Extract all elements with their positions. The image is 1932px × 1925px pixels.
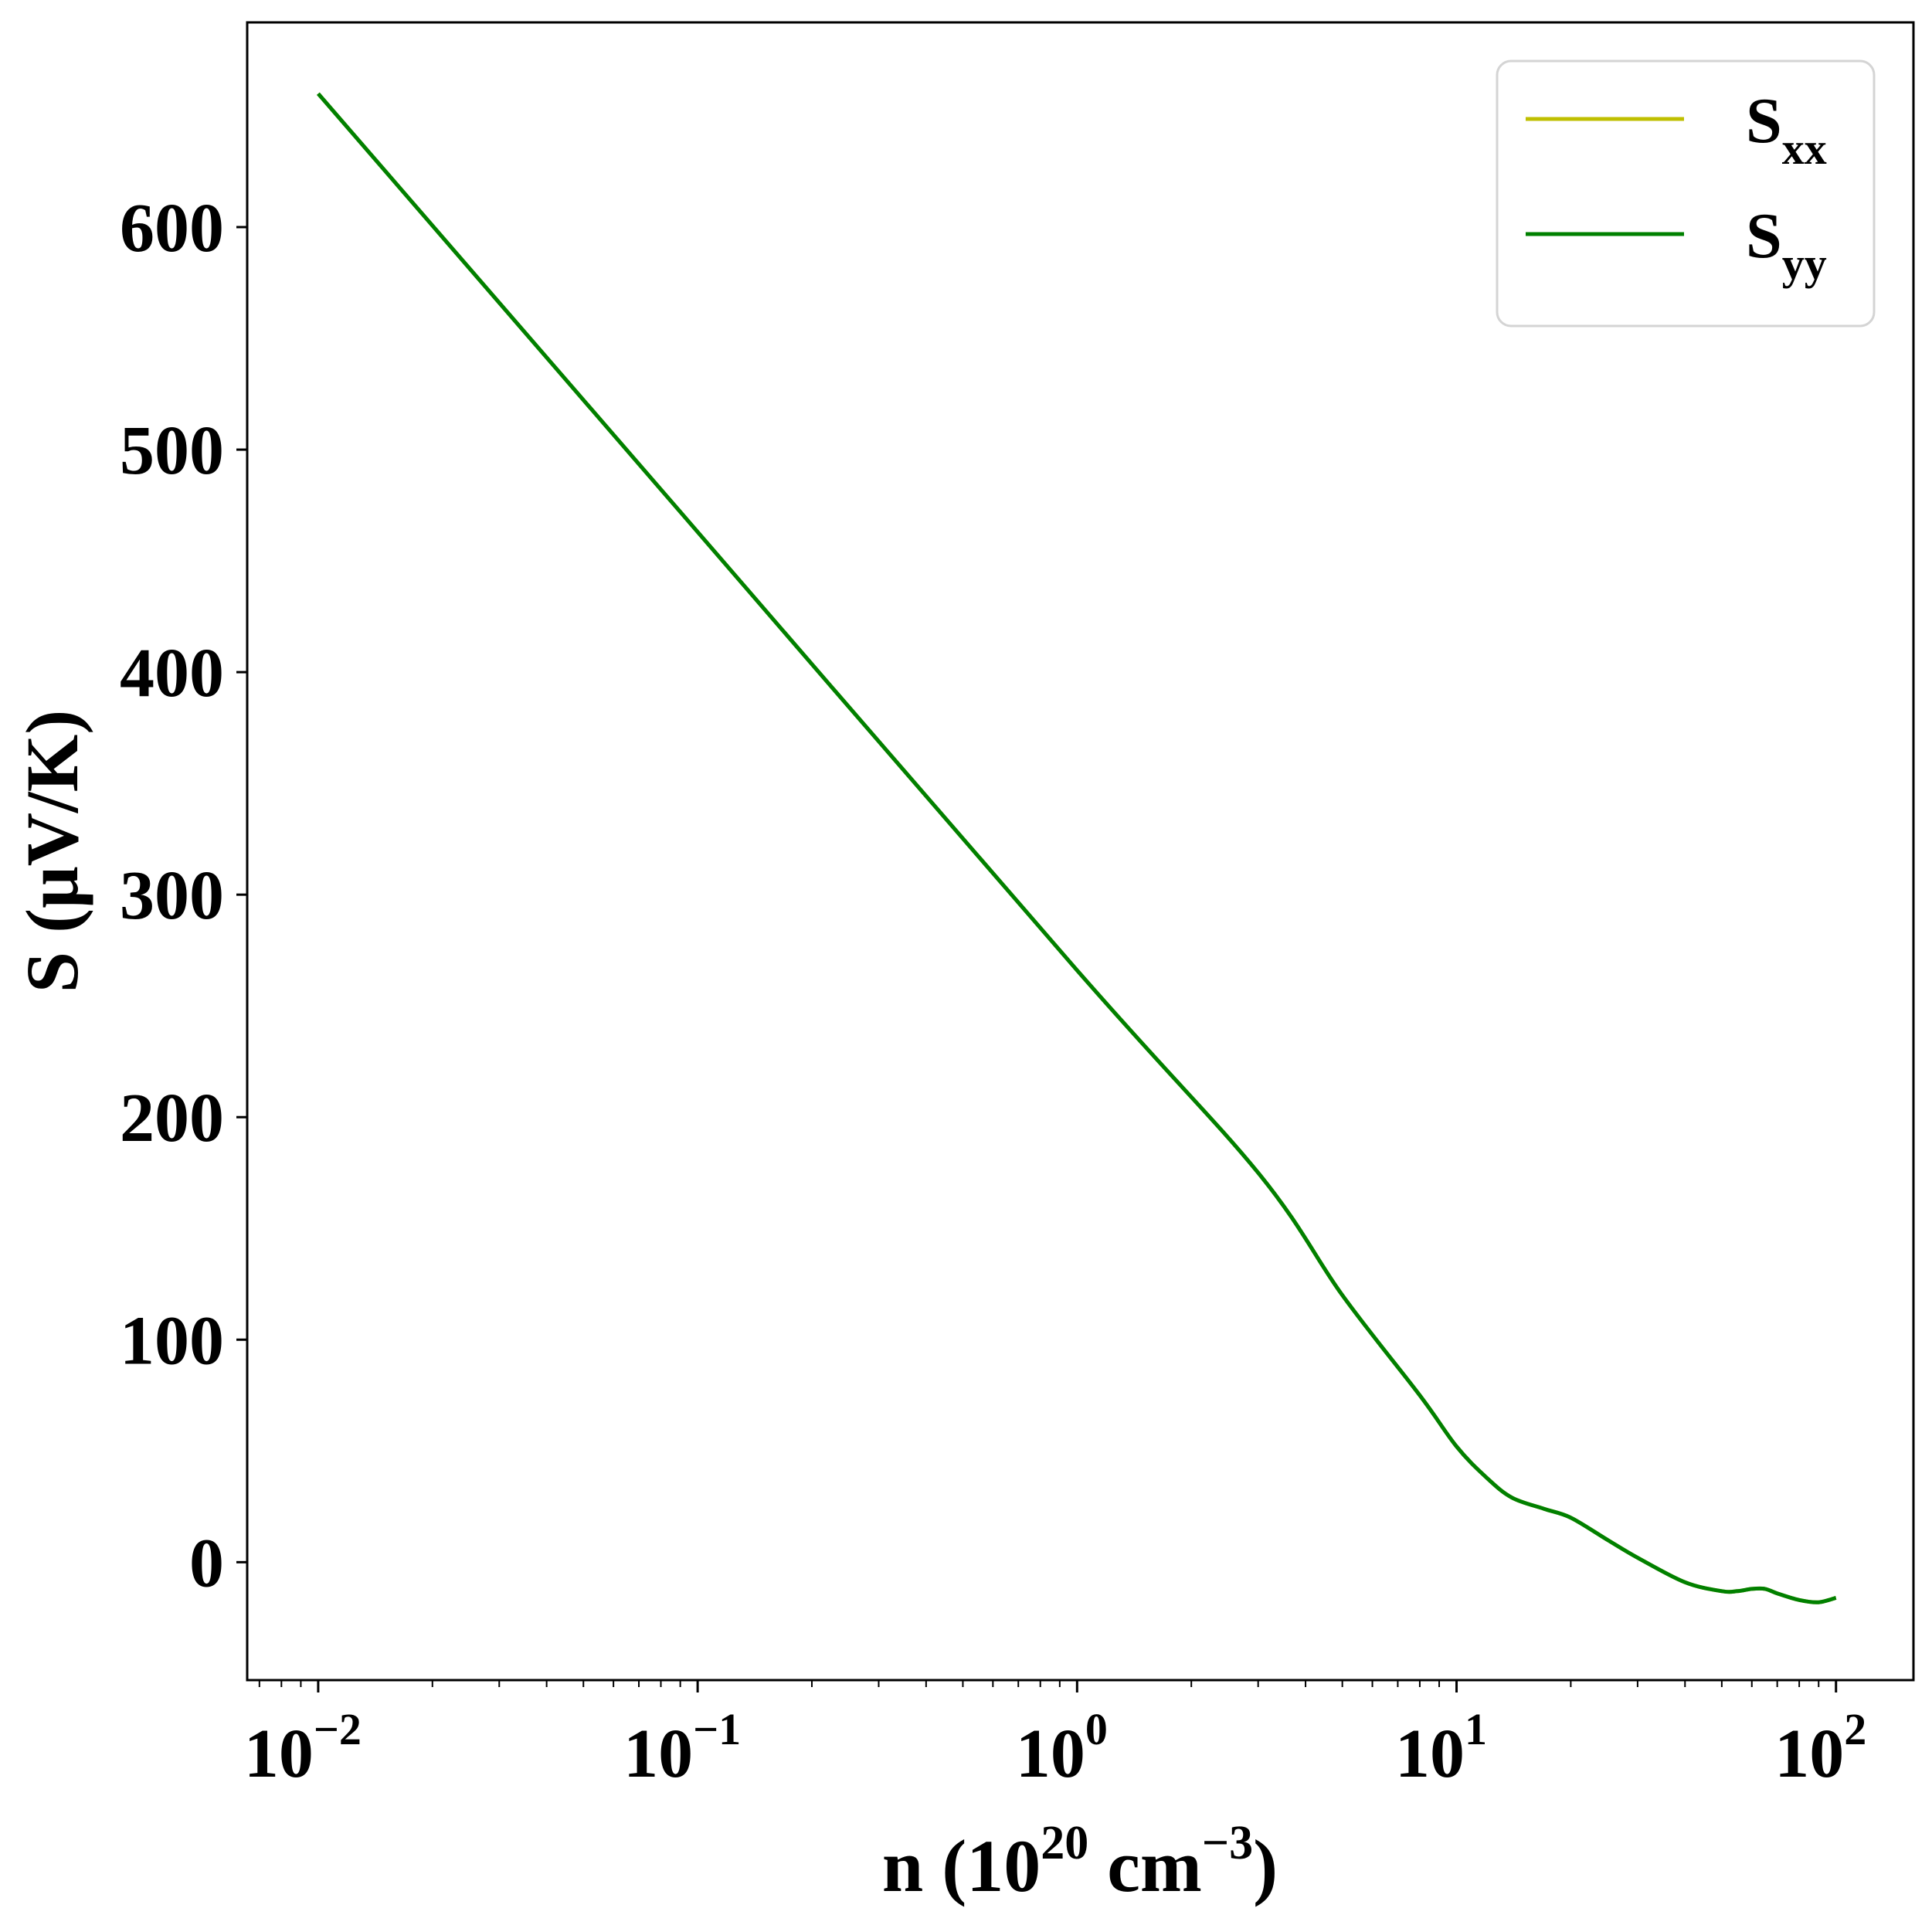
- x-axis-label-sup1: 20: [1041, 1817, 1088, 1869]
- y-tick-label: 600: [120, 190, 224, 267]
- x-axis-label-sup2: −3: [1202, 1817, 1253, 1869]
- x-tick-label: 100: [1016, 1704, 1108, 1792]
- x-tick-base: 10: [1774, 1716, 1844, 1792]
- x-tick-base: 10: [623, 1716, 693, 1792]
- y-tick-label: 400: [120, 635, 224, 711]
- x-axis-label-suffix: ): [1253, 1825, 1278, 1907]
- x-axis: 10−2 10−1 100 101 102: [244, 1680, 1866, 1792]
- x-tick-base: 10: [1395, 1716, 1465, 1792]
- legend-label-syy-base: S: [1746, 200, 1782, 272]
- x-minor-ticks: [258, 1680, 1820, 1687]
- legend-label-sxx: Sxx: [1746, 85, 1827, 174]
- x-tick-base: 10: [244, 1716, 314, 1792]
- plot-frame: [246, 21, 1915, 1682]
- x-tick-exponent: 1: [1465, 1704, 1487, 1754]
- x-tick-exponent: 2: [1844, 1704, 1866, 1754]
- x-axis-label-mid: cm: [1088, 1825, 1202, 1907]
- series-line-syy: [317, 92, 1837, 1604]
- x-axis-label: n (1020 cm−3): [882, 1817, 1278, 1907]
- x-tick-label: 102: [1774, 1704, 1866, 1792]
- y-tick-label: 500: [120, 413, 224, 489]
- y-axis-label: S (μV/K): [11, 710, 93, 993]
- y-tick-label: 200: [120, 1080, 224, 1156]
- y-tick-label: 0: [189, 1525, 224, 1601]
- legend-label-syy-sub: yy: [1782, 239, 1827, 289]
- x-tick-label: 10−1: [623, 1704, 741, 1792]
- legend-box: [1496, 59, 1876, 328]
- legend-label-sxx-sub: xx: [1782, 124, 1827, 174]
- legend: Sxx Syy: [1496, 59, 1876, 328]
- x-tick-label: 101: [1395, 1704, 1487, 1792]
- legend-label-syy: Syy: [1746, 200, 1827, 289]
- legend-label-sxx-base: S: [1746, 85, 1782, 157]
- x-tick-base: 10: [1016, 1716, 1085, 1792]
- y-tick-label: 100: [120, 1302, 224, 1379]
- x-tick-exponent: −2: [314, 1704, 362, 1754]
- x-tick-exponent: 0: [1085, 1704, 1108, 1754]
- series-layer: [317, 92, 1837, 1604]
- x-tick-label: 10−2: [244, 1704, 362, 1792]
- y-axis: 0 100 200 300 400 500 600: [120, 190, 247, 1601]
- x-axis-label-prefix: n (10: [882, 1825, 1041, 1907]
- y-tick-label: 300: [120, 857, 224, 934]
- x-tick-exponent: −1: [693, 1704, 741, 1754]
